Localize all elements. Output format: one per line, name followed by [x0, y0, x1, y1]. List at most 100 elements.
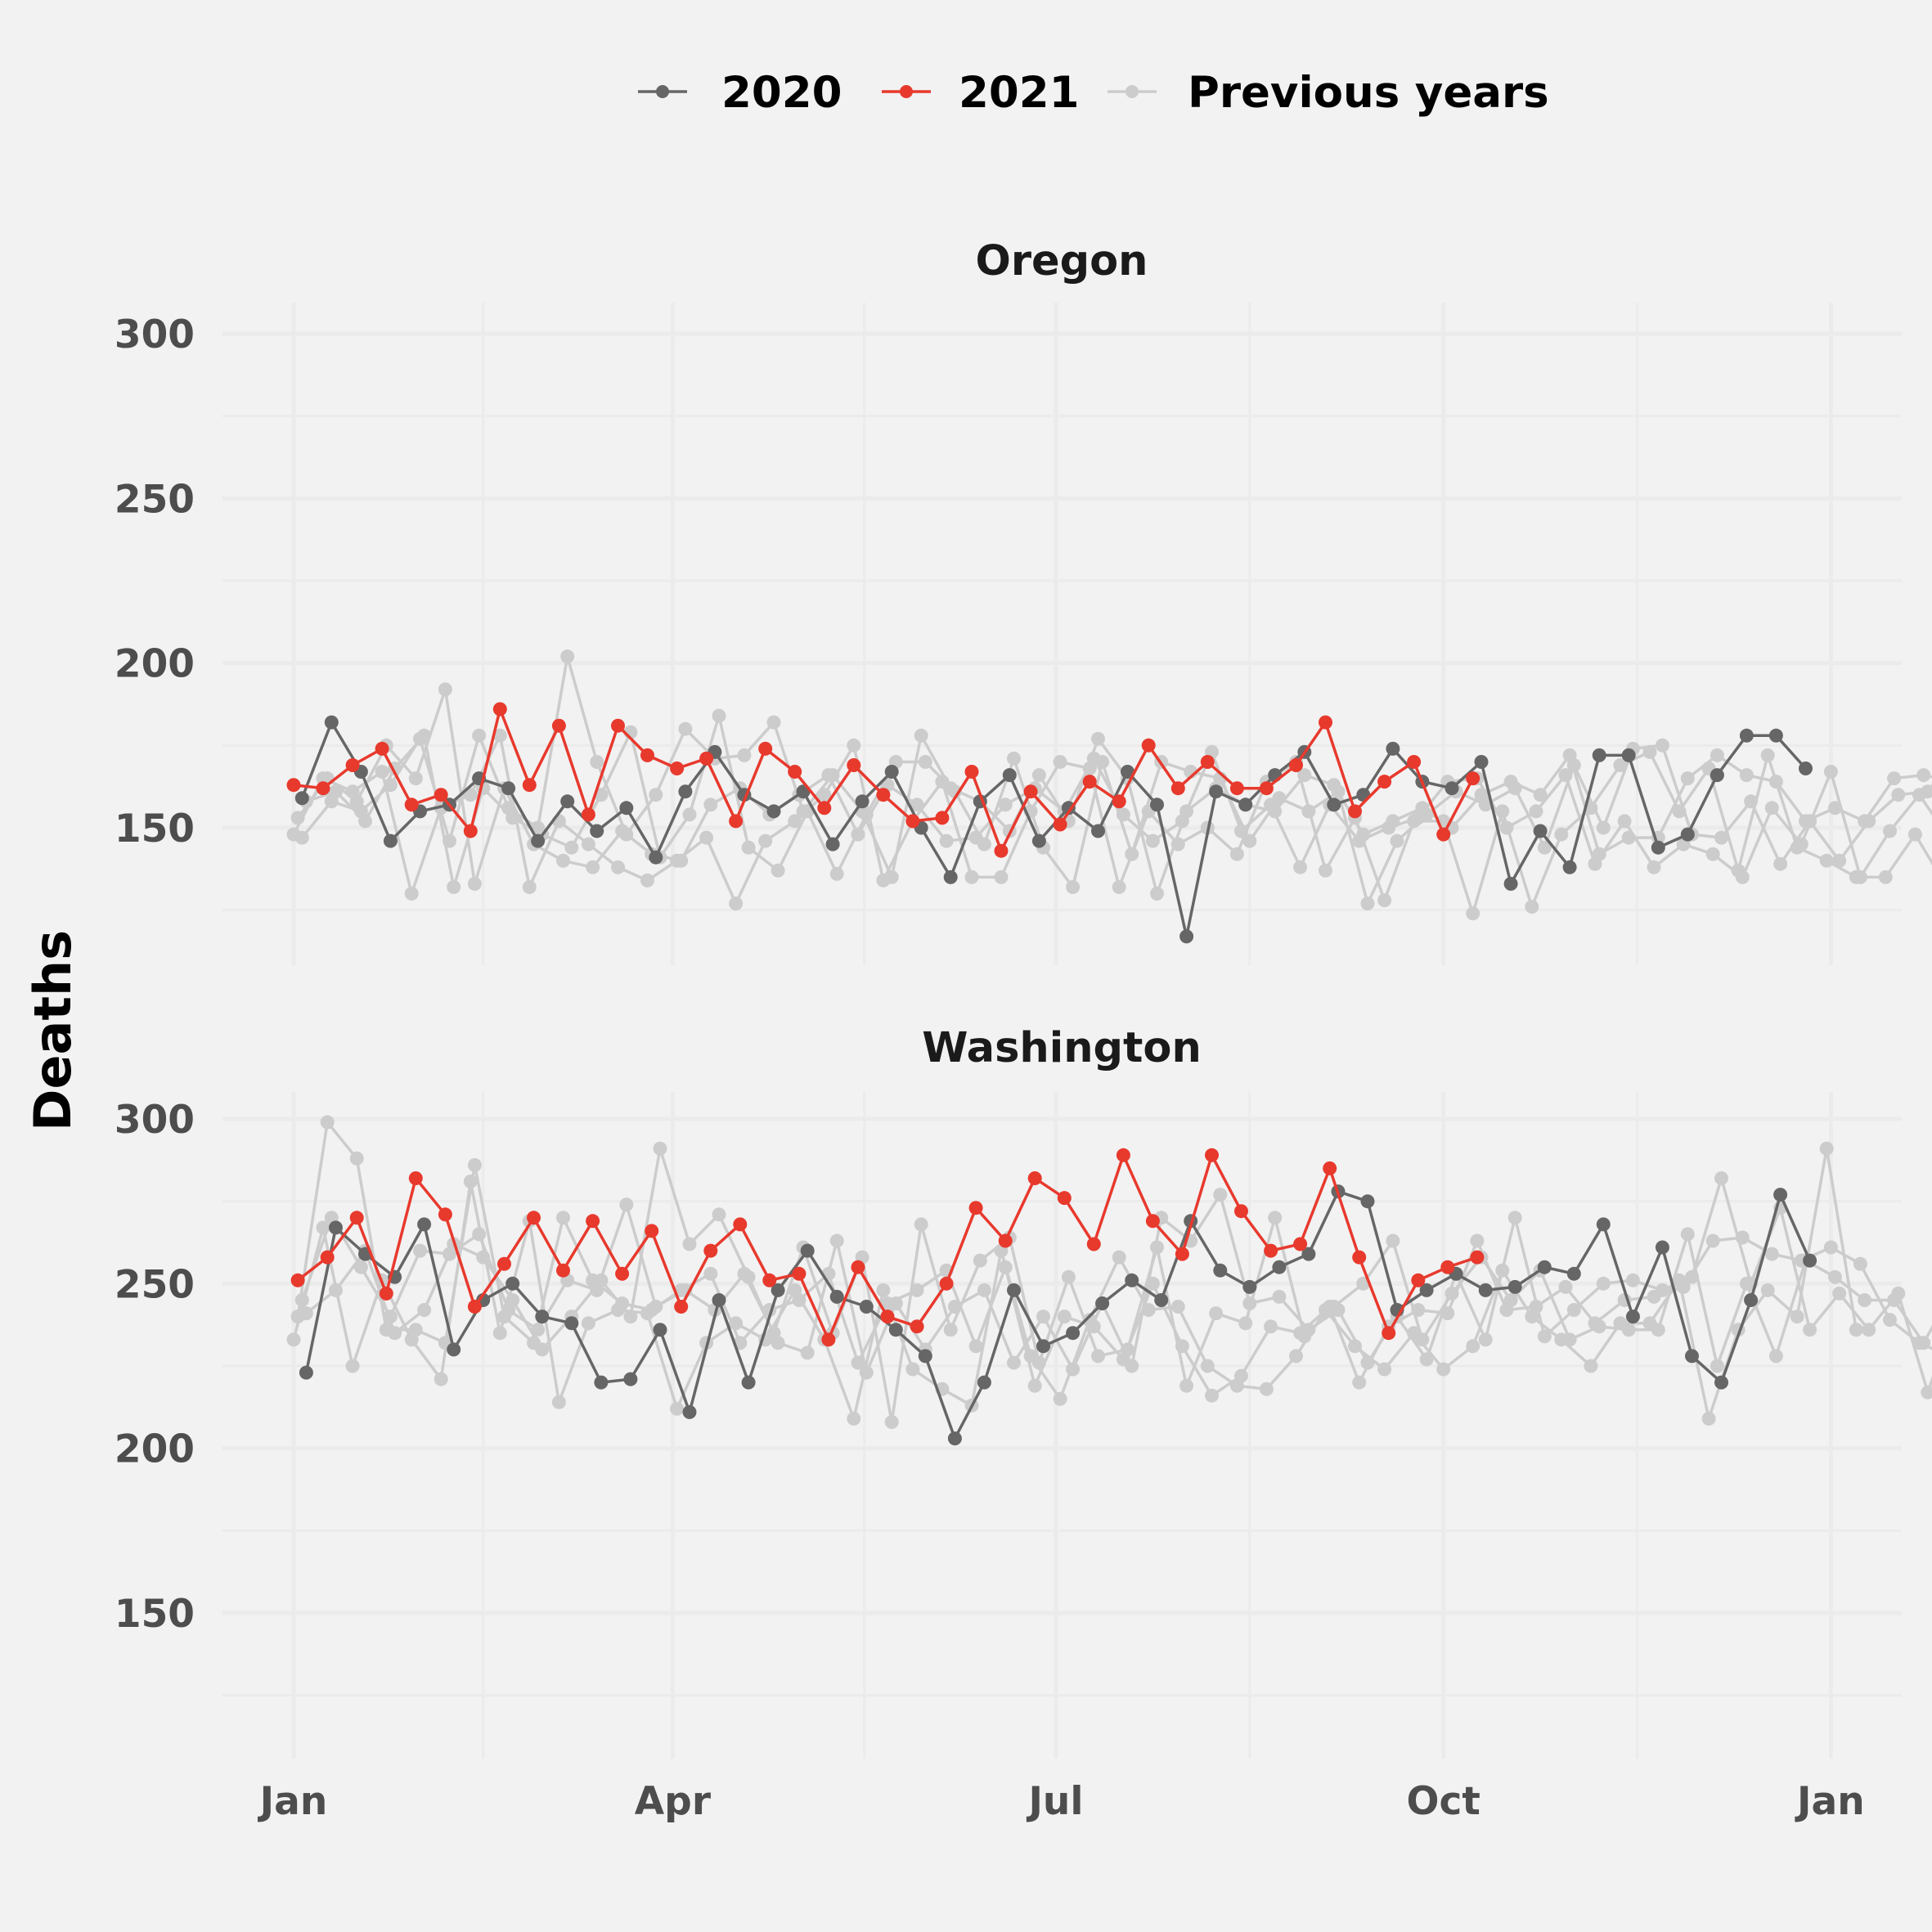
data-point-previous-years	[1031, 768, 1046, 783]
data-point-previous-years	[649, 788, 663, 802]
data-point-previous-years	[1613, 758, 1628, 772]
data-point-previous-years	[876, 1283, 891, 1297]
data-point-previous-years	[829, 866, 844, 881]
data-point-2020	[299, 1365, 313, 1380]
data-point-previous-years	[1621, 830, 1636, 845]
data-point-previous-years	[1057, 1310, 1072, 1324]
data-point-2021	[939, 1276, 954, 1291]
data-point-2020	[859, 1300, 874, 1314]
data-point-previous-years	[1259, 1382, 1274, 1396]
data-point-2020	[1125, 1273, 1139, 1287]
gridlines-washington	[222, 1092, 1902, 1759]
data-point-previous-years	[758, 833, 773, 848]
data-point-2021	[1082, 775, 1097, 789]
data-point-previous-years	[1566, 1303, 1581, 1317]
data-point-previous-years	[320, 1115, 335, 1130]
data-point-previous-years	[1773, 856, 1788, 871]
data-point-previous-years	[1238, 1316, 1253, 1331]
data-point-previous-years	[977, 1283, 991, 1297]
data-point-2021	[522, 778, 537, 793]
data-point-2020	[1714, 1375, 1728, 1390]
data-point-previous-years	[1739, 768, 1754, 783]
data-point-2021	[1377, 775, 1392, 789]
data-point-2020	[1478, 1283, 1493, 1297]
data-point-2021	[1264, 1243, 1278, 1258]
data-point-2020	[1154, 1293, 1169, 1307]
data-point-previous-years	[712, 708, 726, 723]
data-point-previous-years	[556, 1211, 570, 1225]
data-point-previous-years	[1478, 1332, 1493, 1347]
data-point-previous-years	[1744, 794, 1759, 809]
data-point-previous-years	[1710, 748, 1724, 762]
data-point-2020	[1002, 768, 1017, 783]
data-point-previous-years	[737, 748, 752, 762]
data-point-2021	[1170, 781, 1185, 796]
legend: 2020 2021 Previous years	[638, 68, 1549, 118]
data-point-previous-years	[1907, 827, 1922, 842]
data-point-2021	[556, 1263, 570, 1278]
data-point-2021	[640, 748, 654, 762]
data-point-2021	[1440, 1260, 1455, 1274]
legend-key-2021	[900, 85, 913, 98]
data-point-2020	[1386, 741, 1400, 756]
data-point-previous-years	[670, 1401, 685, 1416]
data-point-2020	[653, 1323, 667, 1337]
data-point-2020	[1121, 765, 1134, 779]
data-point-previous-years	[1853, 1256, 1867, 1271]
data-point-2020	[1533, 824, 1548, 838]
data-point-2020	[619, 801, 634, 815]
data-point-2020	[329, 1220, 343, 1235]
data-point-previous-years	[1507, 781, 1522, 796]
data-point-previous-years	[505, 1293, 520, 1307]
data-point-previous-years	[408, 771, 423, 786]
data-point-2021	[1205, 1148, 1219, 1162]
data-point-previous-years	[968, 1339, 983, 1354]
data-point-previous-years	[1735, 869, 1750, 884]
data-point-2021	[964, 765, 979, 779]
data-point-previous-years	[1356, 827, 1371, 842]
data-point-previous-years	[1685, 1269, 1699, 1284]
data-point-previous-years	[1714, 1171, 1728, 1185]
data-point-previous-years	[294, 1293, 309, 1307]
data-point-previous-years	[1803, 814, 1817, 829]
data-point-previous-years	[1916, 768, 1931, 783]
data-point-previous-years	[1625, 1273, 1640, 1287]
data-point-previous-years	[1921, 1385, 1932, 1400]
data-point-previous-years	[467, 1157, 482, 1172]
data-point-previous-years	[434, 1372, 448, 1386]
data-point-previous-years	[1507, 1211, 1522, 1225]
x-tick-label: Jan	[258, 1779, 328, 1824]
data-point-2021	[1352, 1250, 1367, 1265]
legend-label-previous-years: Previous years	[1188, 68, 1549, 118]
data-point-2020	[855, 794, 869, 809]
data-point-2020	[501, 781, 516, 796]
data-point-previous-years	[1331, 1303, 1346, 1317]
data-point-2020	[1445, 781, 1459, 796]
data-point-2020	[884, 765, 899, 779]
data-point-previous-years	[1301, 804, 1316, 819]
data-point-2021	[1200, 755, 1215, 769]
data-point-previous-years	[1764, 801, 1779, 815]
data-point-2021	[1141, 738, 1156, 753]
series-oregon-previous-years	[299, 708, 1932, 911]
data-point-previous-years	[358, 814, 372, 829]
data-point-2021	[290, 1273, 305, 1287]
data-point-previous-years	[1179, 1378, 1194, 1393]
data-point-previous-years	[594, 1273, 609, 1287]
data-point-previous-years	[1891, 788, 1906, 802]
data-point-previous-years	[1592, 847, 1606, 861]
data-point-previous-years	[1053, 1391, 1067, 1406]
data-point-2020	[1327, 798, 1341, 812]
data-point-2020	[1007, 1283, 1021, 1297]
data-point-previous-years	[564, 840, 579, 855]
data-point-previous-years	[1883, 824, 1897, 838]
series-washington-2020	[299, 1184, 1817, 1446]
y-ticks-oregon: 150 200 250 300	[115, 312, 195, 851]
data-point-previous-years	[653, 1141, 667, 1156]
data-point-previous-years	[1319, 863, 1332, 878]
data-point-2021	[703, 1243, 718, 1258]
data-point-previous-years	[463, 788, 478, 802]
data-point-previous-years	[1436, 1362, 1451, 1377]
data-point-2021	[1053, 817, 1067, 832]
